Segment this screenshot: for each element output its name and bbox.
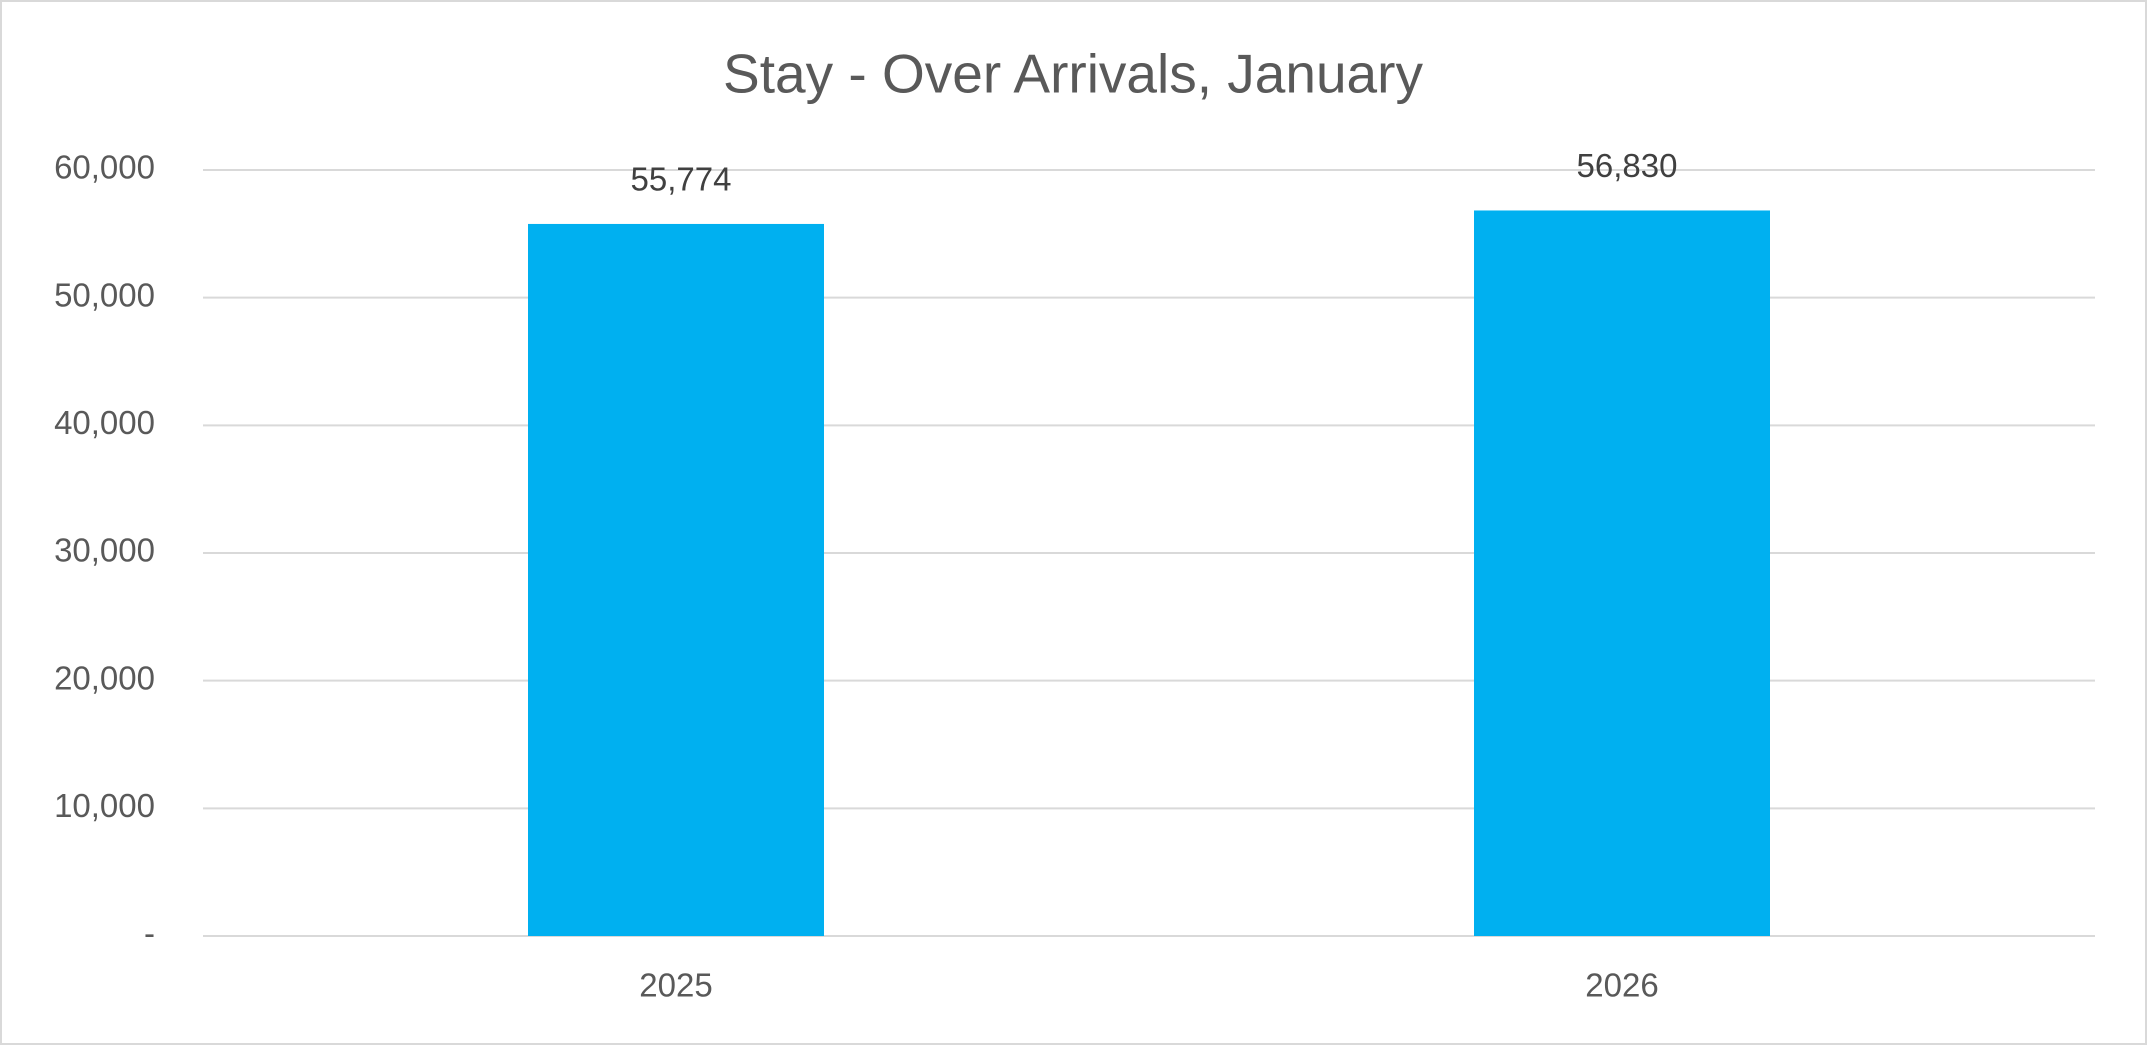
x-tick-label: 2025 (639, 967, 712, 1004)
y-tick-label: 20,000 (54, 659, 155, 696)
y-tick-label: - (144, 915, 155, 952)
data-label: 56,830 (1577, 147, 1678, 184)
y-tick-label: 60,000 (54, 149, 155, 186)
data-label: 55,774 (631, 161, 732, 198)
y-tick-label: 40,000 (54, 404, 155, 441)
y-tick-label: 50,000 (54, 276, 155, 313)
bar (528, 223, 824, 937)
chart-title: Stay - Over Arrivals, January (723, 43, 1423, 105)
bar (1474, 210, 1770, 936)
x-tick-label: 2026 (1585, 967, 1658, 1004)
y-tick-label: 10,000 (54, 787, 155, 824)
y-tick-label: 30,000 (54, 532, 155, 569)
